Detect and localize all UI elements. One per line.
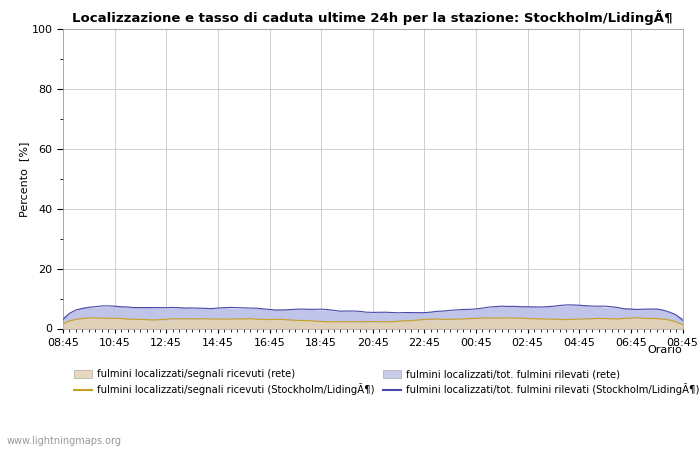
Y-axis label: Percento  [%]: Percento [%] [19,141,29,216]
Text: www.lightningmaps.org: www.lightningmaps.org [7,436,122,446]
Title: Localizzazione e tasso di caduta ultime 24h per la stazione: Stockholm/LidingÃ¶: Localizzazione e tasso di caduta ultime … [73,10,673,25]
Text: Orario: Orario [648,345,682,355]
Legend: fulmini localizzati/segnali ricevuti (rete), fulmini localizzati/segnali ricevut: fulmini localizzati/segnali ricevuti (re… [74,369,699,395]
